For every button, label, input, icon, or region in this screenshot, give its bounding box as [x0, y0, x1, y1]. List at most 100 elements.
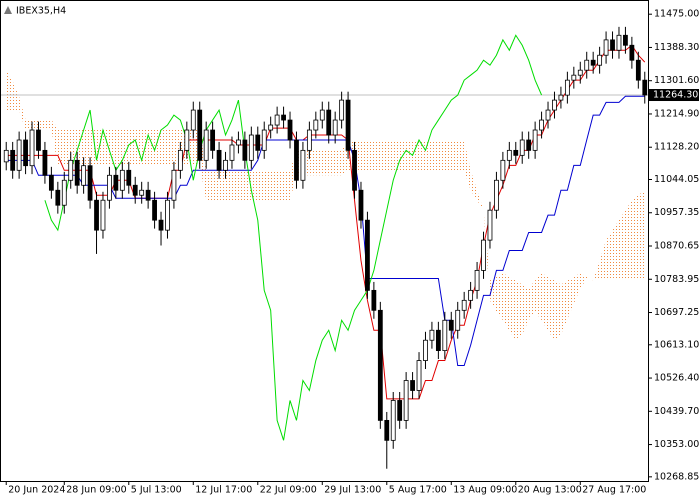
candle-body [16, 139, 22, 171]
candle-body [590, 59, 596, 66]
indicator-line [6, 95, 645, 367]
y-tick-label: 10526.40 [654, 373, 699, 384]
candle-body [345, 99, 351, 151]
candle-body [416, 360, 422, 391]
candle-body [42, 149, 48, 176]
candle-body [506, 149, 512, 161]
candle-body [152, 199, 157, 221]
candle-body [442, 319, 448, 351]
candle-body [248, 134, 254, 161]
candle-body [242, 139, 248, 161]
y-tick-label: 11475.00 [654, 9, 699, 20]
candle-body [23, 139, 28, 167]
axes: 11475.00 11388.30 11301.60 11214.90 11128.20… [5, 9, 699, 496]
candle-body [339, 99, 345, 121]
candle-body [10, 149, 16, 171]
candle-body [216, 149, 222, 171]
candle-body [274, 114, 280, 126]
candle-body [61, 179, 67, 206]
candle-body [55, 189, 61, 206]
candle-body [326, 109, 332, 136]
symbol-icon [4, 6, 12, 14]
candle-body [74, 159, 80, 186]
y-tick-label: 10870.65 [654, 241, 699, 252]
candle-body [526, 139, 532, 151]
x-tick-label: 28 Jun 09:00 [66, 485, 126, 496]
candle-body [365, 219, 370, 291]
candle-body [371, 289, 377, 311]
y-tick-label: 11044.05 [654, 174, 699, 185]
ichimoku-cloud [6, 70, 645, 341]
candle-body [577, 69, 583, 76]
candle-body [126, 169, 132, 186]
y-tick-label: 11388.30 [654, 42, 699, 53]
candle-body [184, 129, 190, 151]
candle-body [552, 99, 557, 111]
candle-body [616, 34, 622, 51]
candle-body [474, 270, 480, 291]
y-tick-label: 10783.95 [654, 274, 699, 285]
candle-body [294, 139, 299, 181]
candle-body [384, 419, 390, 441]
candle-body [165, 199, 170, 231]
x-tick-label: 22 Jul 09:00 [260, 485, 317, 496]
candle-body [597, 54, 603, 66]
candle-body [468, 289, 474, 301]
candle-body [306, 129, 312, 151]
y-tick-label: 10353.00 [654, 439, 699, 450]
x-tick-label: 27 Aug 17:00 [582, 485, 646, 496]
candle-body [229, 144, 235, 161]
candle-body [281, 114, 286, 121]
candle-body [429, 329, 435, 341]
candle-body [203, 129, 209, 161]
indicator-line [6, 44, 646, 400]
candle-body [171, 169, 177, 201]
y-tick-label: 11301.60 [654, 75, 699, 86]
x-tick-label: 12 Jul 17:00 [195, 485, 252, 496]
candle-body [571, 74, 577, 81]
candle-body [145, 189, 151, 201]
candle-body [629, 44, 635, 61]
candle-body [564, 79, 570, 96]
candle-body [332, 119, 338, 136]
candle-body [236, 139, 241, 146]
candle-body [3, 149, 9, 163]
candle-body [623, 34, 628, 46]
candle-body [107, 174, 112, 201]
candle-body [435, 329, 441, 351]
candle-body [584, 59, 590, 71]
candle-body [29, 129, 35, 167]
x-tick-label: 20 Jun 2024 [8, 485, 65, 496]
y-tick-label: 10697.25 [654, 307, 699, 318]
candle-body [48, 174, 54, 191]
candle-body [494, 179, 499, 211]
candle-body [500, 159, 506, 181]
y-tick-label: 10613.10 [654, 339, 699, 350]
candle-body [642, 79, 648, 96]
candle-body [358, 189, 364, 221]
candle-body [352, 149, 357, 191]
candle-body [519, 139, 525, 156]
candle-body [119, 169, 125, 191]
candle-body [513, 149, 519, 156]
candle-body [210, 129, 216, 151]
x-tick-label: 5 Jul 13:00 [131, 485, 182, 496]
indicator-line [44, 34, 543, 441]
chart-title: IBEX35,H4 [16, 6, 66, 17]
candle-body [132, 184, 138, 196]
candle-body [268, 124, 274, 131]
candle-body [410, 380, 415, 391]
candle-body [487, 209, 493, 241]
candle-body [603, 39, 609, 56]
candle-body [558, 94, 564, 101]
x-tick-label: 13 Aug 09:00 [453, 485, 517, 496]
candle-body [223, 159, 228, 171]
candle-body [100, 199, 106, 231]
candle-body [313, 119, 319, 131]
x-tick-label: 20 Aug 13:00 [518, 485, 582, 496]
candle-body [255, 134, 261, 151]
candle-body [81, 165, 87, 186]
candle-body [610, 39, 615, 51]
